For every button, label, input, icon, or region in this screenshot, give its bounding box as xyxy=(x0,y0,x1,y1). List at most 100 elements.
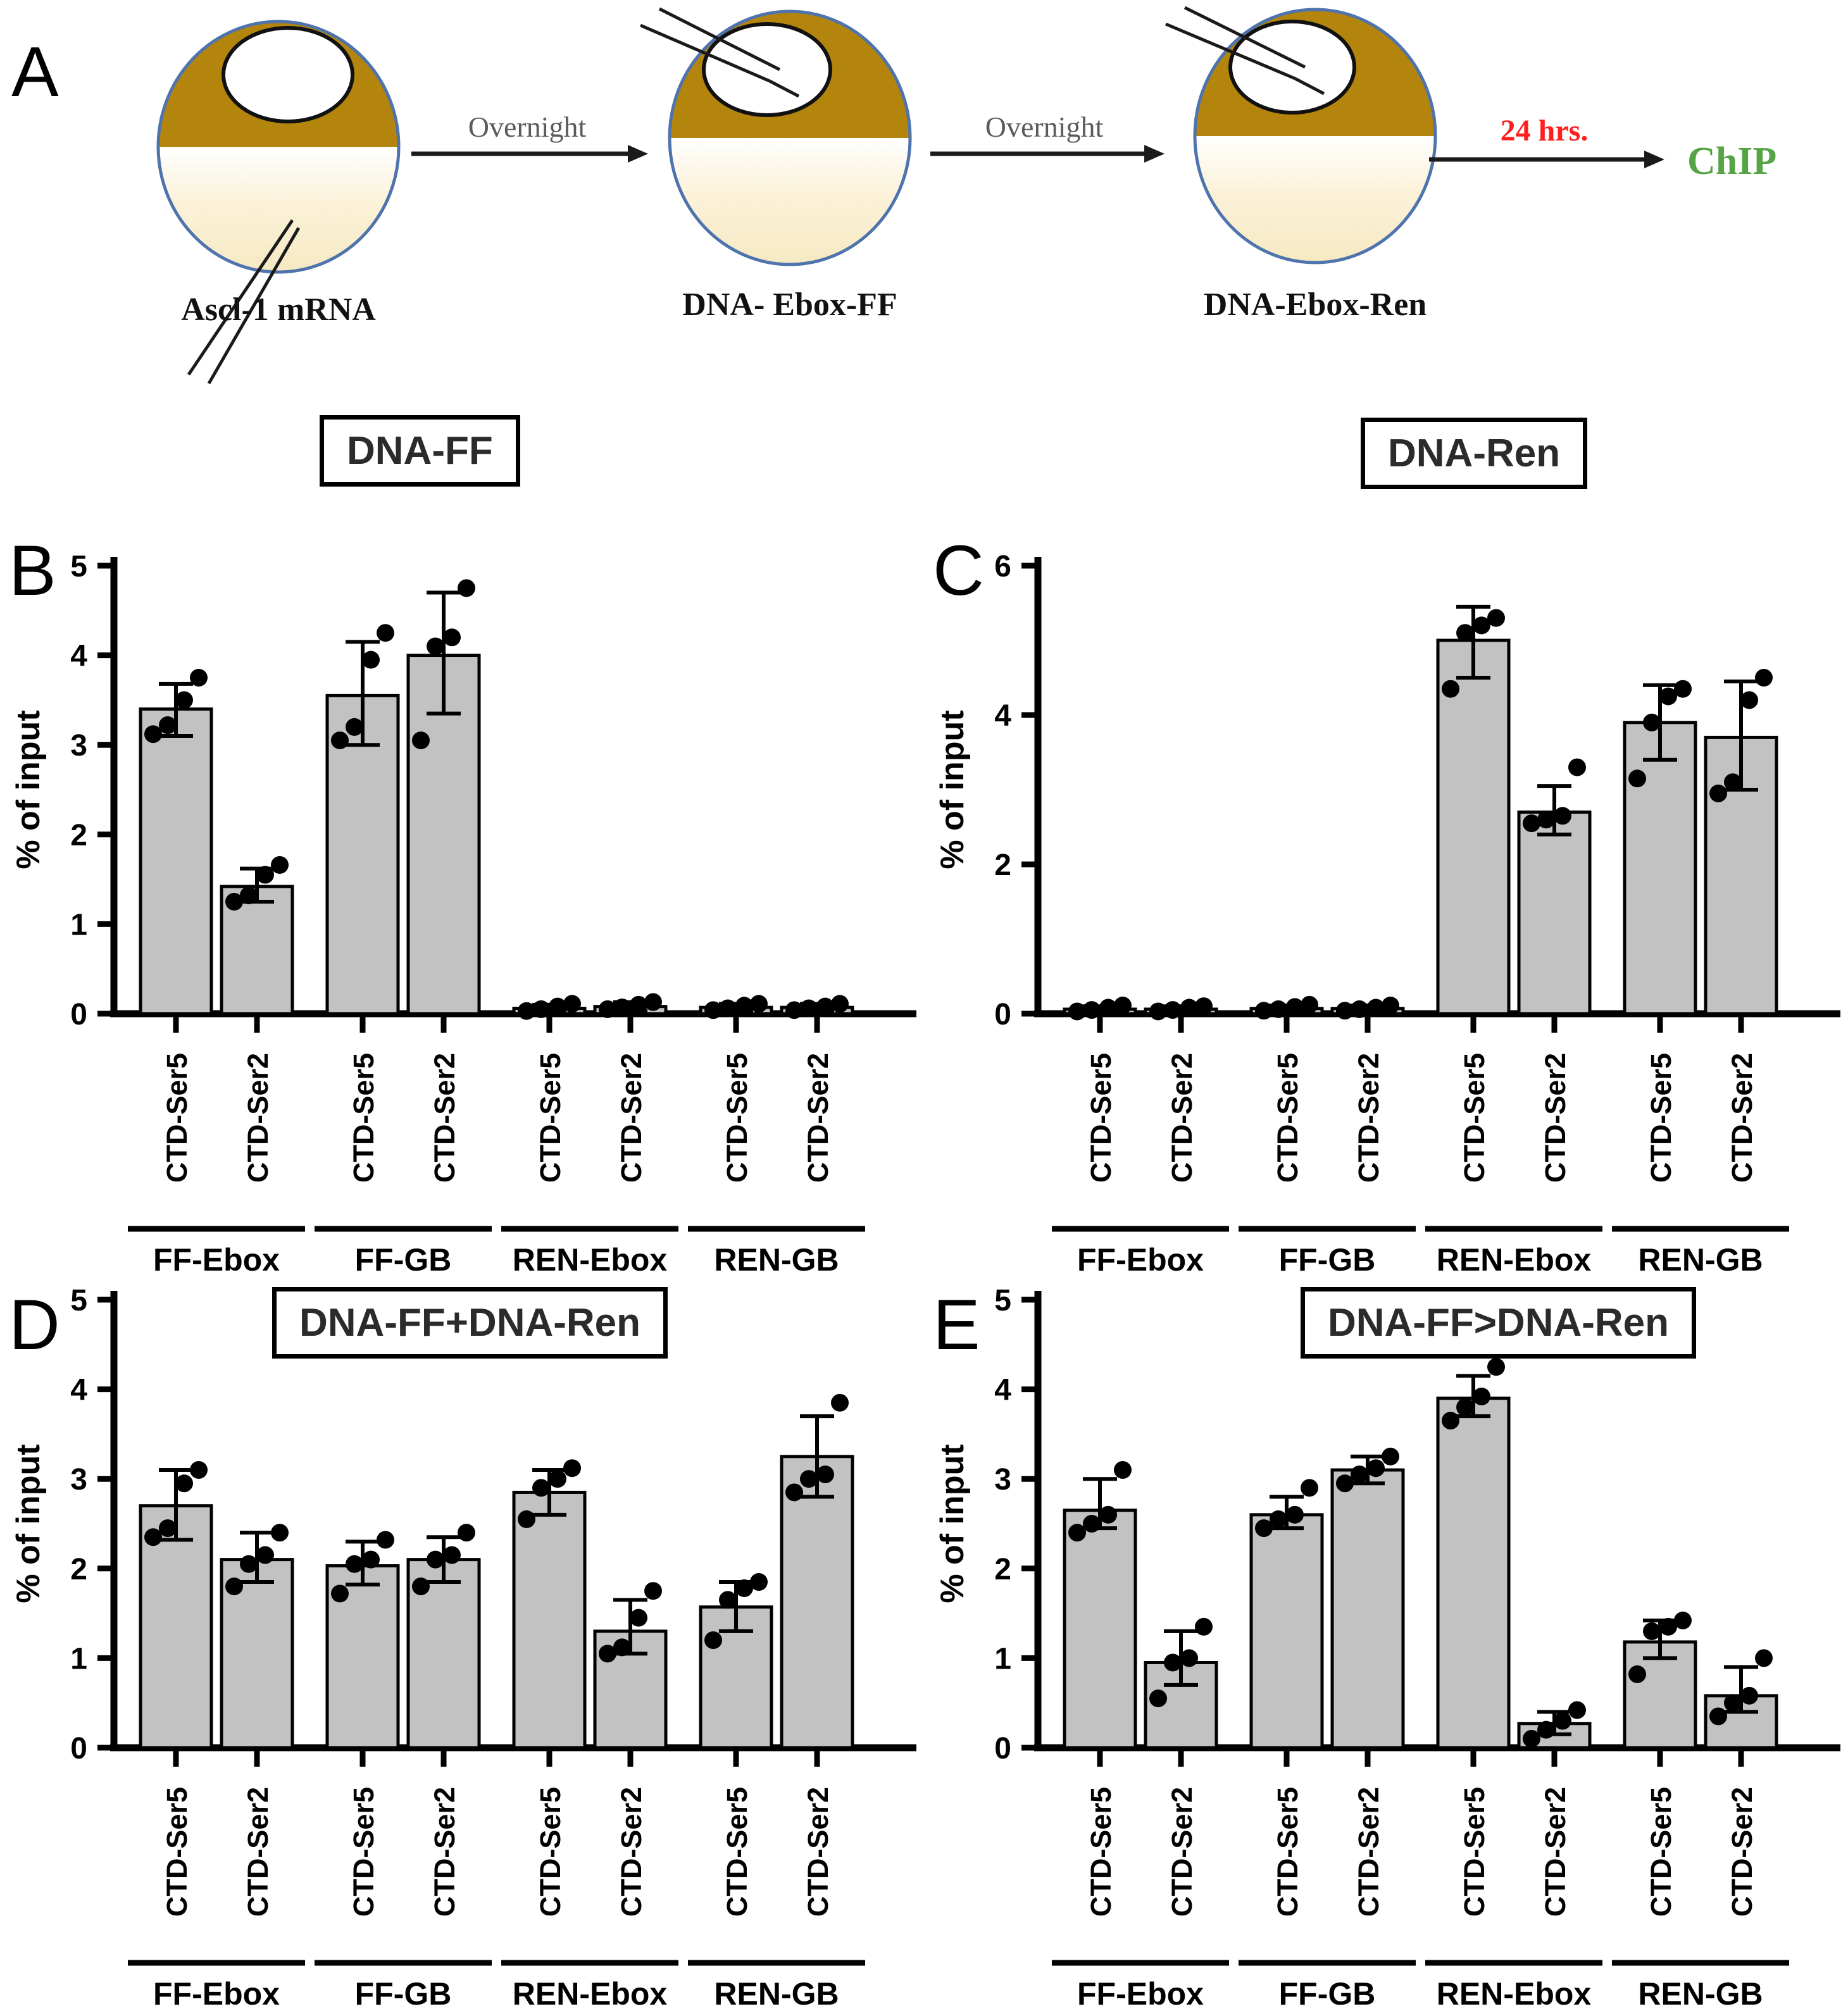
data-point xyxy=(427,1550,444,1569)
data-point xyxy=(362,1550,380,1569)
y-tick-label: 4 xyxy=(70,640,87,673)
bar-REN-Ebox-CTD-Ser2 xyxy=(1517,810,1592,1016)
y-tick-label: 4 xyxy=(994,699,1011,733)
y-tick-label: 1 xyxy=(70,1642,87,1676)
group-label: REN-Ebox xyxy=(1437,1976,1592,2012)
data-point xyxy=(190,1461,208,1479)
data-point xyxy=(1628,769,1646,788)
data-point xyxy=(1114,997,1132,1015)
panel-a-workflow: A Ascl-1 mRNA xyxy=(0,0,1848,392)
data-point xyxy=(704,1001,722,1019)
data-point xyxy=(412,731,430,750)
bar-tick-label: CTD-Ser2 xyxy=(1352,1053,1385,1183)
panel-e-letter: E xyxy=(933,1285,980,1364)
y-tick-label: 3 xyxy=(994,1463,1011,1496)
y-tick-label: 6 xyxy=(994,550,1011,583)
data-point xyxy=(1568,758,1586,776)
oocyte-1-label: Ascl-1 mRNA xyxy=(181,292,376,328)
y-tick-label: 5 xyxy=(70,1284,87,1317)
oocyte-3: DNA-Ebox-Ren xyxy=(1165,6,1437,323)
bar-tick-label: CTD-Ser2 xyxy=(242,1053,274,1183)
bar-chart-svg-B: 0 1 2 3 4 5 % of input CTD-Ser5 CTD-Ser2 CTD-Ser5… xyxy=(10,550,916,1278)
data-point xyxy=(630,1608,647,1627)
data-point xyxy=(1709,784,1727,802)
bar-tick-label: CTD-Ser2 xyxy=(615,1787,647,1917)
group-label: FF-Ebox xyxy=(153,1242,280,1278)
group-label: FF-Ebox xyxy=(1077,1976,1204,2012)
data-point xyxy=(1351,1000,1368,1018)
bar-tick-label: CTD-Ser5 xyxy=(1085,1787,1117,1917)
data-point xyxy=(1755,1649,1773,1667)
chip-result-label: ChIP xyxy=(1687,140,1776,183)
arrowhead-icon xyxy=(1144,145,1164,163)
data-point xyxy=(1473,1387,1490,1405)
data-point xyxy=(1442,1412,1459,1430)
bar-tick-label: CTD-Ser2 xyxy=(615,1053,647,1183)
data-point xyxy=(1114,1461,1132,1479)
bar-FF-GB-CTD-Ser5 xyxy=(1249,1513,1324,1750)
data-point xyxy=(331,731,349,750)
data-point xyxy=(613,999,631,1017)
y-tick-label: 0 xyxy=(70,998,87,1031)
bar-tick-label: CTD-Ser5 xyxy=(1645,1053,1677,1183)
panel-b-title: DNA-FF xyxy=(320,415,520,487)
panel-e: E DNA-FF>DNA-Ren 0 1 2 3 4 5 % of input CTD-Ser… xyxy=(924,1278,1848,2016)
data-point xyxy=(719,999,737,1017)
arrow-1-label: Overnight xyxy=(468,111,587,143)
group-label: FF-GB xyxy=(1279,1242,1376,1278)
y-tick-label: 4 xyxy=(994,1374,1011,1407)
data-point xyxy=(1487,609,1505,627)
nucleus xyxy=(702,22,832,117)
bar-FF-Ebox-CTD-Ser5 xyxy=(139,707,213,1016)
data-point xyxy=(518,1510,535,1528)
y-tick-label: 1 xyxy=(994,1642,1011,1676)
oocyte-2-label: DNA- Ebox-FF xyxy=(682,287,897,323)
y-axis-title: % of input xyxy=(934,710,971,869)
group-label: FF-Ebox xyxy=(1077,1242,1204,1278)
data-point xyxy=(532,1000,550,1018)
y-tick-label: 1 xyxy=(70,908,87,942)
data-point xyxy=(412,1577,430,1596)
data-point xyxy=(1554,1712,1571,1730)
arrowhead-icon xyxy=(1644,151,1664,168)
data-point xyxy=(563,1459,581,1478)
panel-c-plot: 0 2 4 6 % of input CTD-Ser5 CTD-Ser2 CTD-Ser5 CT… xyxy=(924,544,1848,1282)
data-point xyxy=(1473,616,1490,635)
data-point xyxy=(831,1393,849,1412)
data-point xyxy=(1554,807,1571,825)
data-point xyxy=(1286,1505,1304,1524)
oocyte-1: Ascl-1 mRNA xyxy=(156,20,401,385)
group-label: REN-GB xyxy=(714,1242,839,1278)
data-point xyxy=(240,887,258,905)
data-point xyxy=(1442,680,1459,698)
data-point xyxy=(1255,1002,1273,1020)
data-point xyxy=(532,1479,550,1497)
bar-tick-label: CTD-Ser5 xyxy=(161,1053,193,1183)
data-point xyxy=(1537,1720,1555,1739)
data-point xyxy=(1740,1686,1758,1705)
data-point xyxy=(1099,999,1117,1017)
panel-a-letter: A xyxy=(11,32,59,111)
bar-REN-Ebox-CTD-Ser5 xyxy=(512,1490,587,1750)
data-point xyxy=(175,691,193,709)
data-point xyxy=(704,1631,722,1650)
data-point xyxy=(1195,997,1213,1016)
data-point xyxy=(225,1577,243,1596)
bar-REN-GB-CTD-Ser2 xyxy=(780,1455,854,1750)
bar-tick-label: CTD-Ser5 xyxy=(1271,1053,1304,1183)
data-point xyxy=(831,995,849,1013)
data-point xyxy=(1164,1653,1182,1672)
bar-tick-label: CTD-Ser2 xyxy=(428,1787,461,1917)
data-point xyxy=(1068,1002,1086,1021)
data-point xyxy=(1301,995,1318,1014)
y-tick-label: 2 xyxy=(70,819,87,852)
data-point xyxy=(1083,1515,1101,1533)
data-point xyxy=(1286,998,1304,1016)
data-point xyxy=(599,1000,616,1018)
data-point xyxy=(1149,1002,1167,1021)
data-point xyxy=(377,624,394,642)
data-point xyxy=(1180,1649,1198,1667)
arrow-2-label: Overnight xyxy=(985,111,1104,143)
bar-tick-label: CTD-Ser5 xyxy=(1458,1787,1490,1917)
